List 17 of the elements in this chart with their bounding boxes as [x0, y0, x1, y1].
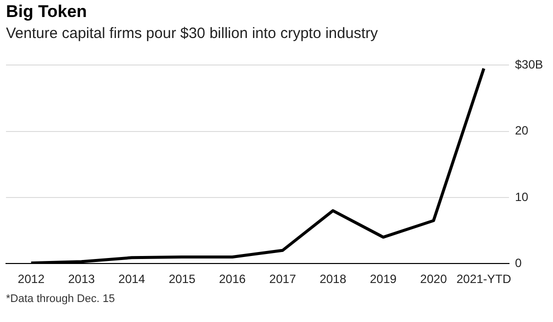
x-tick-label: 2016 [218, 272, 246, 286]
x-tick-label: 2013 [68, 272, 96, 286]
x-tick-label: 2017 [269, 272, 296, 286]
x-tick-label: 2014 [118, 272, 146, 286]
y-tick-label: 10 [514, 190, 529, 204]
x-tick-label: 2019 [370, 272, 397, 286]
x-tick-label: 2021-YTD [456, 272, 512, 286]
x-tick-label: 2020 [420, 272, 448, 286]
x-tick-label: 2015 [168, 272, 196, 286]
chart-subtitle: Venture capital firms pour $30 billion into crypto industry [6, 25, 378, 42]
chart-title: Big Token [6, 2, 87, 22]
text: *Data through Dec. 15 [6, 293, 115, 306]
x-tick-label: 2012 [18, 272, 45, 286]
y-tick-label: 0 [514, 256, 522, 270]
y-tick-label: 20 [514, 124, 529, 138]
y-tick-label: $30B [514, 58, 544, 72]
x-tick-label: 2018 [320, 272, 347, 286]
